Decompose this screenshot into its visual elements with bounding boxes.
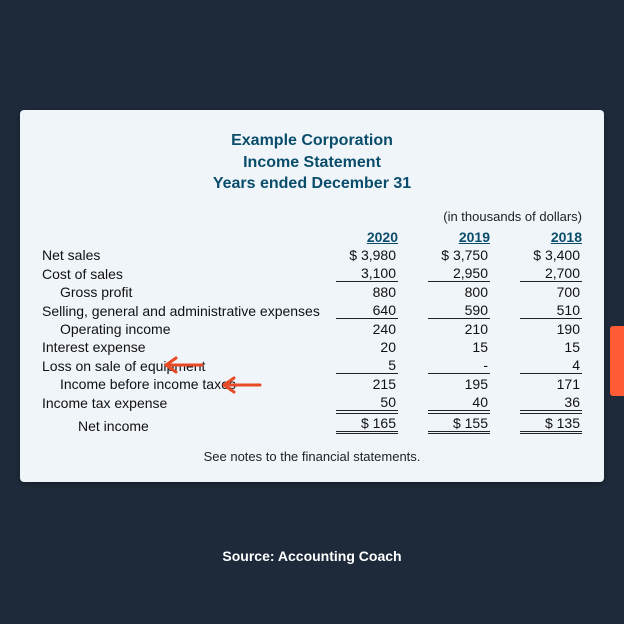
row-label: Income before income taxes: [42, 375, 320, 393]
row-value: $ 165: [320, 412, 398, 435]
year-header-row: 2020 2019 2018: [42, 228, 582, 246]
row-value: 590: [412, 301, 490, 320]
title-line-1: Example Corporation: [42, 130, 582, 152]
row-value: 800: [412, 283, 490, 301]
row-value: 40: [412, 393, 490, 412]
row-value: 15: [504, 338, 582, 356]
row-value: 2,700: [504, 264, 582, 283]
table-row: Interest expense20 15 15: [42, 338, 582, 356]
row-value: $ 155: [412, 412, 490, 435]
row-value: 36: [504, 393, 582, 412]
row-label: Loss on sale of equipment: [42, 356, 320, 375]
row-value: 5: [320, 356, 398, 375]
row-value: 510: [504, 301, 582, 320]
title-line-2: Income Statement: [42, 152, 582, 174]
table-row: Gross profit880 800 700: [42, 283, 582, 301]
row-value: 700: [504, 283, 582, 301]
table-row: Loss on sale of equipment5-4: [42, 356, 582, 375]
row-label: Cost of sales: [42, 264, 320, 283]
table-row: Net sales$ 3,980 $ 3,750 $ 3,400: [42, 246, 582, 264]
year-col-2: 2018: [504, 228, 582, 246]
statement-title: Example Corporation Income Statement Yea…: [42, 130, 582, 195]
row-label: Net sales: [42, 246, 320, 264]
row-value: 50: [320, 393, 398, 412]
row-value: 195: [412, 375, 490, 393]
row-value: $ 135: [504, 412, 582, 435]
income-statement-card: Example Corporation Income Statement Yea…: [20, 110, 604, 482]
row-label: Operating income: [42, 320, 320, 338]
year-col-1: 2019: [412, 228, 490, 246]
table-row: Income before income taxes215 195 171: [42, 375, 582, 393]
row-value: 640: [320, 301, 398, 320]
row-value: 3,100: [320, 264, 398, 283]
title-line-3: Years ended December 31: [42, 173, 582, 195]
side-tab: [610, 326, 624, 396]
row-value: $ 3,400: [504, 246, 582, 264]
row-value: 20: [320, 338, 398, 356]
source-attribution: Source: Accounting Coach: [0, 548, 624, 564]
row-value: 15: [412, 338, 490, 356]
table-row: Income tax expense50 40 36: [42, 393, 582, 412]
table-row: Net income$ 165 $ 155 $ 135: [42, 412, 582, 435]
table-row: Selling, general and administrative expe…: [42, 301, 582, 320]
row-value: $ 3,980: [320, 246, 398, 264]
row-label: Interest expense: [42, 338, 320, 356]
row-value: 210: [412, 320, 490, 338]
row-label: Income tax expense: [42, 393, 320, 412]
row-value: 2,950: [412, 264, 490, 283]
row-label: Gross profit: [42, 283, 320, 301]
row-value: $ 3,750: [412, 246, 490, 264]
table-row: Cost of sales3,100 2,950 2,700: [42, 264, 582, 283]
footnote: See notes to the financial statements.: [42, 449, 582, 464]
row-value: 215: [320, 375, 398, 393]
row-value: -: [412, 356, 490, 375]
row-value: 880: [320, 283, 398, 301]
row-value: 4: [504, 356, 582, 375]
row-value: 171: [504, 375, 582, 393]
income-statement-table: 2020 2019 2018 Net sales$ 3,980 $ 3,750 $ …: [42, 228, 582, 435]
row-value: 240: [320, 320, 398, 338]
table-row: Operating income240 210 190: [42, 320, 582, 338]
row-label: Net income: [42, 412, 320, 435]
units-note: (in thousands of dollars): [42, 209, 582, 224]
row-label: Selling, general and administrative expe…: [42, 301, 320, 320]
year-col-0: 2020: [320, 228, 398, 246]
row-value: 190: [504, 320, 582, 338]
